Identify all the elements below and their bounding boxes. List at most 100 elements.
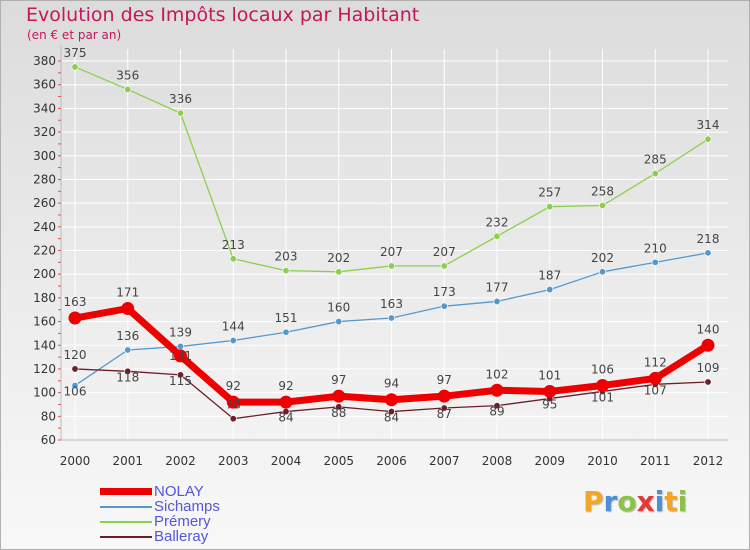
line-chart: 60 80 100 120 140 160 180 200 220 240 260 280 300 320… [33,45,728,468]
logo-letter: i [654,485,665,518]
data-point-nolay [332,389,346,403]
data-label-prmery: 375 [64,46,87,60]
logo-letter: P [583,485,604,518]
legend-label-premery: Prémery [154,513,211,530]
data-label-balleray: 101 [591,390,614,404]
y-tick-label: 240 [33,220,56,234]
data-label-sichamps: 136 [116,329,139,343]
data-label-sichamps: 139 [169,325,192,339]
data-point-balleray [493,402,501,410]
data-point-nolay [68,311,82,325]
x-tick-label: 2011 [640,454,671,468]
data-point-balleray [124,367,132,375]
data-point-sichamps [124,346,132,354]
data-point-nolay [490,383,504,397]
data-point-balleray [335,403,343,411]
data-label-balleray: 78 [226,398,241,412]
data-point-prmery [651,170,659,178]
data-point-prmery [387,262,395,270]
legend-swatch-sichamps [100,506,152,508]
data-point-balleray [387,408,395,416]
data-label-nolay: 112 [644,355,667,369]
data-label-balleray: 89 [489,405,504,419]
y-tick-label: 340 [33,101,56,115]
data-label-sichamps: 218 [697,232,720,246]
legend-label-nolay: NOLAY [154,483,204,500]
y-tick-label: 120 [33,362,56,376]
data-label-balleray: 84 [278,411,293,425]
data-label-balleray: 120 [64,348,87,362]
data-label-prmery: 202 [327,251,350,265]
data-label-nolay: 97 [331,373,346,387]
legend-swatch-nolay [100,488,152,495]
logo-letter: o [617,485,637,518]
y-tick-label: 360 [33,78,56,92]
legend-item-premery: Prémery [100,513,260,530]
data-point-nolay [543,384,557,398]
data-label-balleray: 87 [437,407,452,421]
data-point-nolay [437,389,451,403]
y-tick-label: 80 [41,409,56,423]
data-label-nolay: 92 [226,379,241,393]
data-label-sichamps: 160 [327,301,350,315]
data-point-sichamps [440,302,448,310]
y-tick-label: 280 [33,172,56,186]
data-label-balleray: 107 [644,383,667,397]
data-labels: 375 356 336 213 203 202 207 207 232 257 258 285 314 1… [64,46,720,425]
data-point-balleray [440,404,448,412]
data-label-sichamps: 151 [275,311,298,325]
data-label-nolay: 171 [116,286,139,300]
data-point-prmery [335,268,343,276]
legend-item-sichamps: Sichamps [100,498,260,515]
data-label-nolay: 140 [697,322,720,336]
data-label-prmery: 232 [486,215,509,229]
legend-item-nolay: NOLAY [100,483,260,500]
data-point-prmery [177,109,185,117]
x-tick-label: 2002 [165,454,196,468]
data-point-sichamps [546,286,554,294]
data-point-nolay [174,349,187,363]
data-point-sichamps [229,337,237,345]
data-label-nolay: 131 [169,349,192,363]
data-point-nolay [121,302,135,316]
x-tick-label: 2006 [376,454,407,468]
data-point-balleray [71,365,79,373]
y-tick-label: 220 [33,244,56,258]
data-point-sichamps [651,258,659,266]
data-label-sichamps: 173 [433,285,456,299]
legend-label-balleray: Balleray [154,528,209,545]
data-label-balleray: 118 [116,370,139,384]
axes: 60 80 100 120 140 160 180 200 220 240 260 280 300 320… [33,45,728,468]
data-point-nolay [279,395,293,409]
data-label-sichamps: 210 [644,241,667,255]
data-label-prmery: 257 [538,186,561,200]
chart-title: Evolution des Impôts locaux par Habitant [26,4,420,26]
x-tick-label: 2001 [112,454,143,468]
data-point-prmery [124,85,132,93]
y-tick-label: 200 [33,267,56,281]
data-label-nolay: 106 [591,363,614,377]
data-label-prmery: 207 [433,245,456,259]
data-point-balleray [177,371,185,379]
legend-label-sichamps: Sichamps [154,498,220,515]
data-point-prmery [598,201,606,209]
data-label-balleray: 84 [384,411,399,425]
data-label-prmery: 336 [169,92,192,106]
data-label-sichamps: 187 [538,269,561,283]
data-label-sichamps: 202 [591,251,614,265]
legend-swatch-premery [100,521,152,523]
data-label-sichamps: 177 [486,280,509,294]
x-tick-label: 2012 [693,454,724,468]
data-label-sichamps: 144 [222,320,245,334]
data-point-prmery [229,255,237,263]
x-tick-label: 2008 [482,454,513,468]
y-tick-label: 60 [41,433,56,447]
data-label-sichamps: 106 [64,385,87,399]
data-label-nolay: 102 [486,367,509,381]
series-lines [68,63,715,423]
x-tick-label: 2007 [429,454,460,468]
data-label-nolay: 101 [538,368,561,382]
data-point-nolay [648,371,662,385]
data-label-balleray: 115 [169,374,192,388]
x-tick-label: 2010 [587,454,618,468]
